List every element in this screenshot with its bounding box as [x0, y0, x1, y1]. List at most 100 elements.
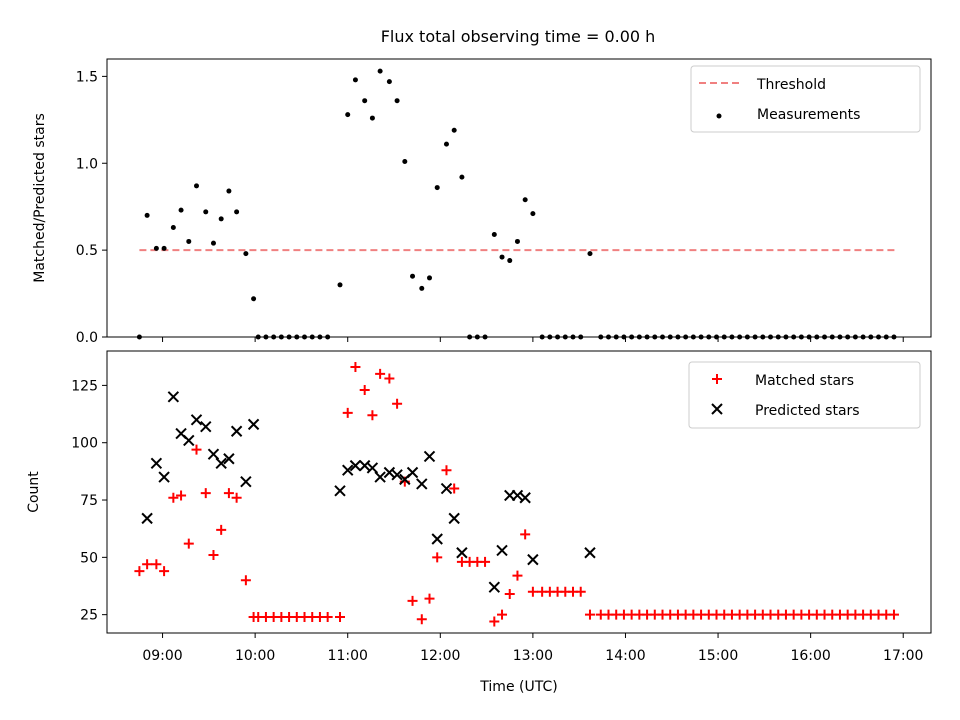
- predicted-star-marker: [230, 425, 243, 437]
- x-axis-label: Time (UTC): [479, 679, 557, 695]
- predicted-star-marker: [423, 450, 436, 463]
- measurement-point: [598, 334, 604, 340]
- predicted-star-marker: [519, 492, 531, 504]
- measurement-point: [737, 334, 743, 340]
- y-tick-label: 1.5: [76, 69, 98, 85]
- measurement-point: [386, 79, 392, 85]
- measurement-point: [860, 334, 866, 340]
- measurement-point: [570, 334, 576, 340]
- measurement-point: [278, 334, 284, 340]
- legend-measurements-swatch: [716, 113, 722, 119]
- predicted-star-marker: [150, 457, 163, 470]
- measurement-point: [170, 225, 176, 231]
- matched-star-marker: [176, 490, 187, 501]
- measurement-point: [783, 334, 789, 340]
- predicted-star-marker: [511, 489, 524, 502]
- measurement-point: [721, 334, 727, 340]
- measurement-point: [362, 98, 368, 104]
- predicted-star-marker: [406, 466, 419, 479]
- x-tick-label: 17:00: [883, 648, 923, 664]
- measurement-point: [443, 141, 449, 147]
- measurement-point: [667, 334, 673, 340]
- matched-star-marker: [342, 407, 353, 418]
- measurement-point: [698, 334, 704, 340]
- x-tick-label: 12:00: [420, 648, 460, 664]
- measurement-point: [491, 231, 497, 237]
- measurement-point: [883, 334, 889, 340]
- measurement-point: [891, 334, 897, 340]
- matched-star-marker: [888, 609, 899, 620]
- measurement-point: [514, 238, 520, 244]
- measurement-point: [530, 211, 536, 217]
- measurement-point: [613, 334, 619, 340]
- legend-matched-swatch: [712, 374, 722, 384]
- chart-title: Flux total observing time = 0.00 h: [381, 27, 656, 46]
- measurement-point: [419, 285, 425, 291]
- predicted-star-marker: [496, 544, 508, 557]
- measurement-point: [814, 334, 820, 340]
- measurement-point: [605, 334, 611, 340]
- matched-star-marker: [159, 566, 170, 577]
- matched-star-marker: [575, 586, 586, 597]
- measurement-point: [203, 209, 209, 215]
- matched-star-marker: [504, 589, 515, 600]
- matched-star-marker: [432, 552, 443, 563]
- x-tick-label: 09:00: [142, 648, 182, 664]
- matched-star-marker: [216, 524, 227, 535]
- legend-box: [688, 361, 921, 429]
- measurement-point: [791, 334, 797, 340]
- y-tick-label: 50: [80, 550, 98, 566]
- matched-star-marker: [384, 373, 395, 384]
- measurement-point: [852, 334, 858, 340]
- measurement-point: [868, 334, 874, 340]
- y-tick-label: 0.5: [76, 243, 98, 259]
- x-tick-label: 16:00: [790, 648, 830, 664]
- predicted-star-marker: [488, 581, 501, 593]
- measurement-point: [427, 275, 433, 281]
- legend-box: [690, 65, 921, 133]
- measurement-point: [587, 251, 593, 257]
- measurement-point: [369, 115, 375, 121]
- measurement-point: [507, 258, 513, 264]
- predicted-star-marker: [349, 459, 362, 472]
- measurement-point: [226, 188, 232, 194]
- measurement-point: [294, 334, 300, 340]
- measurement-point: [660, 334, 666, 340]
- predicted-star-marker: [334, 485, 346, 497]
- matched-star-marker: [208, 550, 219, 561]
- predicted-star-marker: [416, 478, 428, 490]
- measurement-point: [578, 334, 584, 340]
- measurement-point: [798, 334, 804, 340]
- measurement-point: [876, 334, 882, 340]
- measurement-point: [337, 282, 343, 288]
- matched-star-marker: [424, 593, 435, 604]
- matched-star-marker: [142, 559, 153, 570]
- matched-star-marker: [367, 410, 378, 421]
- legend-measurements-label: Measurements: [757, 107, 860, 123]
- measurement-point: [178, 207, 184, 213]
- legend-predicted-swatch: [711, 403, 723, 415]
- matched-star-marker: [407, 595, 418, 606]
- measurement-point: [683, 334, 689, 340]
- measurement-point: [652, 334, 658, 340]
- matched-star-marker: [489, 616, 500, 627]
- predicted-star-marker: [223, 453, 235, 465]
- legend-predicted-label: Predicted stars: [755, 403, 860, 419]
- y-tick-label: 0.0: [76, 330, 98, 346]
- legend: Threshold Measurements: [690, 65, 921, 133]
- x-tick-label: 14:00: [605, 648, 645, 664]
- measurement-point: [153, 245, 159, 251]
- y-tick-label: 125: [71, 378, 98, 394]
- predicted-star-marker: [358, 459, 371, 472]
- measurement-point: [547, 334, 553, 340]
- measurement-point: [193, 183, 199, 189]
- matched-star-marker: [441, 465, 452, 476]
- matched-star-marker: [350, 362, 361, 373]
- predicted-star-marker: [190, 414, 203, 426]
- predicted-star-marker: [342, 464, 354, 476]
- measurement-point: [562, 334, 568, 340]
- predicted-star-marker: [200, 420, 212, 433]
- measurement-point: [136, 334, 142, 340]
- legend: Matched stars Predicted stars: [688, 361, 921, 429]
- matched-star-marker: [322, 611, 333, 622]
